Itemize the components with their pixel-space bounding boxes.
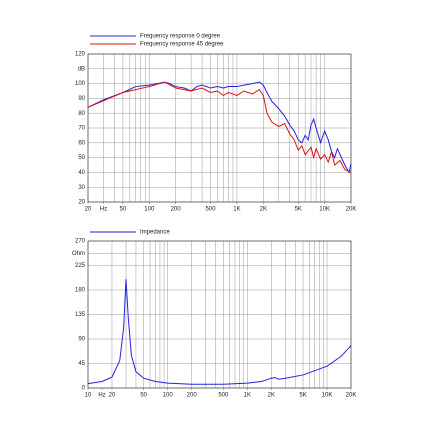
x-tick-label: 20	[85, 207, 92, 213]
x-tick-label: 20K	[346, 207, 357, 213]
x-tick-label: 500	[206, 207, 217, 213]
y-tick-label: 45	[78, 361, 85, 367]
legend-label: Frequency response 45 degree	[140, 42, 224, 48]
y-tick-label: 60	[78, 140, 85, 146]
legend-label: Impedance	[140, 230, 170, 236]
x-tick-label: 500	[218, 393, 229, 399]
x-tick-label: 10K	[319, 207, 330, 213]
x-tick-label: 50	[120, 207, 127, 213]
y-tick-label: dB	[78, 66, 85, 72]
y-tick-label: 50	[78, 155, 85, 161]
series-line	[87, 81, 352, 174]
y-tick-label: 30	[78, 185, 85, 191]
x-tick-label: 1K	[244, 393, 251, 399]
x-tick-label: 100	[144, 207, 155, 213]
series-line	[87, 81, 352, 173]
y-tick-label: 100	[75, 81, 86, 87]
x-tick-label: 200	[187, 393, 198, 399]
series-line	[87, 279, 352, 385]
y-tick-label: 20	[78, 200, 85, 206]
x-tick-label: 5K	[295, 207, 302, 213]
y-tick-label: Ohm	[72, 251, 85, 257]
x-tick-label: 1K	[233, 207, 240, 213]
y-tick-label: 120	[75, 52, 86, 58]
y-tick-label: 270	[75, 239, 86, 245]
y-tick-label: 0	[82, 386, 86, 392]
x-tick-label: 50	[140, 393, 147, 399]
y-tick-label: 80	[78, 111, 85, 117]
y-tick-label: 225	[75, 263, 86, 269]
y-tick-label: 40	[78, 170, 85, 176]
plot-frame	[87, 240, 352, 389]
y-tick-label: 180	[75, 288, 86, 294]
y-tick-label: 70	[78, 126, 85, 132]
y-tick-label: 90	[78, 96, 85, 102]
plot-frame	[87, 53, 352, 203]
x-tick-label: 100	[163, 393, 174, 399]
x-tick-label: 10	[85, 393, 92, 399]
x-tick-label: 2K	[268, 393, 275, 399]
x-tick-label: 20K	[346, 393, 357, 399]
x-tick-label: 2K	[260, 207, 267, 213]
x-tick-label: 20	[109, 393, 116, 399]
x-tick-label: Hz	[100, 207, 107, 213]
y-tick-label: 90	[78, 337, 85, 343]
y-tick-label: 135	[75, 312, 86, 318]
x-tick-label: 200	[171, 207, 182, 213]
legend-label: Frequency response 0 degree	[140, 34, 221, 40]
x-tick-label: 10K	[322, 393, 333, 399]
x-tick-label: Hz	[98, 393, 105, 399]
x-tick-label: 5K	[299, 393, 306, 399]
